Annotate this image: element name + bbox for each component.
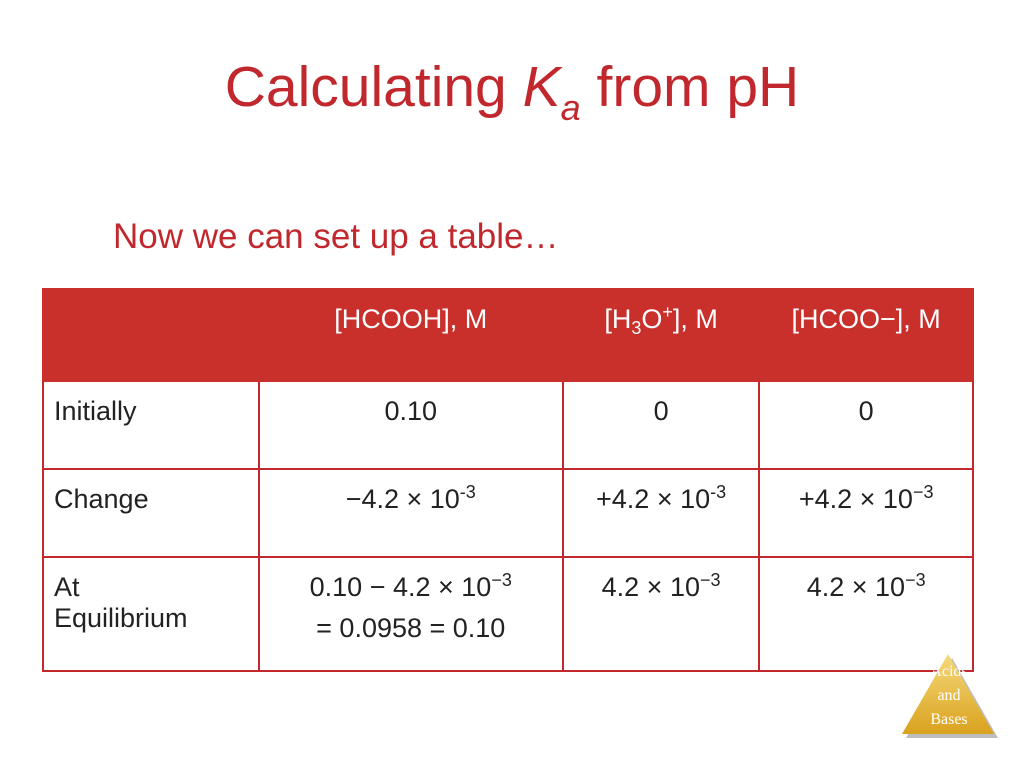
row-label-equilibrium-line2: Equilibrium: [54, 603, 188, 633]
equilibrium-hcooh-line1-exp: −3: [491, 570, 512, 590]
equilibrium-h3o-exp: −3: [699, 570, 721, 590]
header-h3o-sub: 3: [631, 318, 642, 338]
change-h3o: +4.2 × 10-3: [561, 468, 761, 558]
acids-bases-logo: [902, 654, 998, 738]
equilibrium-hcooh-line1-base: 0.10 − 4.2 × 10: [309, 572, 492, 602]
logo-text-line2: and: [937, 687, 961, 704]
header-h3o-mid: O: [641, 304, 663, 334]
logo-text: Acids and Bases: [898, 660, 1000, 732]
equilibrium-hcoo-base: 4.2 × 10: [806, 572, 906, 602]
change-h3o-exp: -3: [710, 482, 727, 502]
title-k-subscript: a: [560, 87, 581, 128]
equilibrium-hcooh: 0.10 − 4.2 × 10−3 = 0.0958 = 0.10: [257, 556, 564, 672]
header-h3o: [H3O+], M: [561, 288, 761, 382]
header-h3o-close: ], M: [672, 304, 718, 334]
slide-title: Calculating Ka from pH: [0, 52, 1024, 126]
title-prefix: Calculating: [224, 55, 523, 119]
header-hcooh: [HCOOH], M: [257, 288, 564, 382]
table-row-change: Change −4.2 × 10-3 +4.2 × 10-3 +4.2 × 10…: [42, 468, 974, 558]
change-hcoo: +4.2 × 10−3: [758, 468, 974, 558]
equilibrium-h3o-base: 4.2 × 10: [601, 572, 700, 602]
initially-hcooh: 0.10: [257, 380, 564, 470]
row-label-change: Change: [42, 468, 260, 558]
initially-hcoo: 0: [758, 380, 974, 470]
title-k: K: [522, 55, 561, 119]
header-h3o-sup: +: [662, 302, 673, 322]
title-suffix: from pH: [580, 55, 800, 119]
header-h3o-open: [H: [604, 304, 632, 334]
header-hcoo: [HCOO−], M: [758, 288, 974, 382]
equilibrium-hcoo: 4.2 × 10−3: [758, 556, 974, 672]
change-h3o-base: +4.2 × 10: [596, 484, 711, 514]
change-hcoo-exp: −3: [912, 482, 934, 502]
ice-table: [HCOOH], M [H3O+], M [HCOO−], M Initiall…: [42, 288, 974, 672]
equilibrium-h3o: 4.2 × 10−3: [561, 556, 761, 672]
change-hcooh: −4.2 × 10-3: [257, 468, 564, 558]
equilibrium-hcooh-line2: = 0.0958 = 0.10: [316, 613, 506, 643]
change-hcoo-base: +4.2 × 10: [798, 484, 913, 514]
table-header-row: [HCOOH], M [H3O+], M [HCOO−], M: [42, 288, 974, 382]
table-row-initially: Initially 0.10 0 0: [42, 380, 974, 470]
row-label-equilibrium: At Equilibrium: [42, 556, 260, 672]
logo-gold-triangle: [902, 654, 994, 734]
change-hcooh-exp: -3: [459, 482, 476, 502]
table-row-equilibrium: At Equilibrium 0.10 − 4.2 × 10−3 = 0.0958 …: [42, 556, 974, 672]
row-label-initially: Initially: [42, 380, 260, 470]
change-hcooh-base: −4.2 × 10: [345, 484, 460, 514]
logo-text-line3: Bases: [930, 711, 968, 728]
header-empty-cell: [42, 288, 260, 382]
equilibrium-hcoo-exp: −3: [905, 570, 926, 590]
slide-subtitle: Now we can set up a table…: [113, 217, 559, 256]
logo-text-line1: Acids: [930, 663, 968, 680]
initially-h3o: 0: [561, 380, 761, 470]
row-label-equilibrium-line1: At: [54, 572, 80, 602]
